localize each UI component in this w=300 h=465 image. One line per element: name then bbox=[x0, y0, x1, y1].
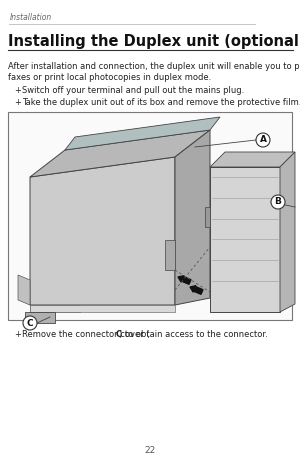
Polygon shape bbox=[30, 130, 210, 177]
Text: +: + bbox=[14, 98, 21, 107]
Text: Installing the Duplex unit (optional): Installing the Duplex unit (optional) bbox=[8, 34, 300, 49]
Text: +: + bbox=[14, 86, 21, 95]
Text: Remove the connector cover (: Remove the connector cover ( bbox=[22, 330, 150, 339]
Text: A: A bbox=[260, 135, 266, 145]
Text: +: + bbox=[14, 330, 21, 339]
Text: Take the duplex unit out of its box and remove the protective film.: Take the duplex unit out of its box and … bbox=[22, 98, 300, 107]
Polygon shape bbox=[65, 117, 220, 150]
Bar bbox=[8, 112, 292, 320]
Polygon shape bbox=[280, 152, 295, 312]
Text: Installation: Installation bbox=[10, 13, 52, 22]
Polygon shape bbox=[175, 130, 210, 305]
Text: C: C bbox=[116, 330, 122, 339]
Polygon shape bbox=[30, 305, 80, 312]
Text: Switch off your terminal and pull out the mains plug.: Switch off your terminal and pull out th… bbox=[22, 86, 244, 95]
Text: B: B bbox=[274, 198, 281, 206]
Polygon shape bbox=[30, 305, 175, 312]
Text: faxes or print local photocopies in duplex mode.: faxes or print local photocopies in dupl… bbox=[8, 73, 211, 82]
Circle shape bbox=[256, 133, 270, 147]
Text: After installation and connection, the duplex unit will enable you to print, rec: After installation and connection, the d… bbox=[8, 62, 300, 71]
Polygon shape bbox=[25, 312, 55, 323]
Circle shape bbox=[23, 316, 37, 330]
FancyArrow shape bbox=[178, 276, 191, 284]
Text: C: C bbox=[27, 319, 33, 327]
Bar bbox=[165, 240, 175, 270]
Bar bbox=[205, 207, 210, 227]
Polygon shape bbox=[210, 152, 295, 167]
Circle shape bbox=[271, 195, 285, 209]
FancyArrow shape bbox=[190, 286, 203, 294]
Text: 22: 22 bbox=[144, 445, 156, 454]
Polygon shape bbox=[18, 275, 30, 305]
Bar bbox=[210, 167, 280, 312]
Polygon shape bbox=[30, 157, 175, 305]
Text: ) to obtain access to the connector.: ) to obtain access to the connector. bbox=[119, 330, 268, 339]
